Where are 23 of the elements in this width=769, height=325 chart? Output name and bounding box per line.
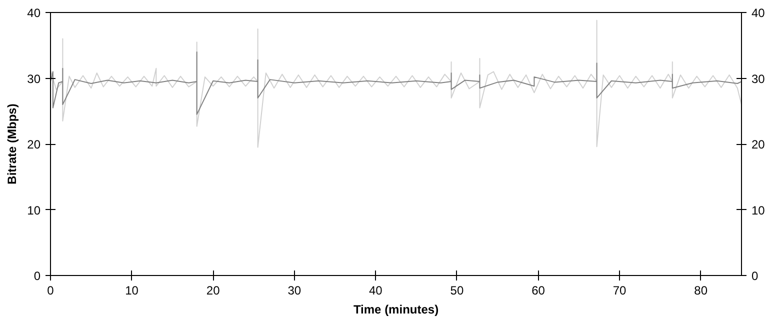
x-tick-label: 60	[532, 284, 546, 298]
x-tick-label: 70	[612, 284, 627, 298]
y-tick-label: 10	[27, 203, 41, 218]
y-tick-label: 30	[27, 72, 41, 86]
y-tick-label: 20	[27, 138, 41, 152]
y-tick-label: 40	[27, 6, 41, 20]
y-axis-title: Bitrate (Mbps)	[5, 104, 20, 184]
y2-tick-label: 40	[752, 6, 766, 20]
y2-tick-label: 10	[752, 203, 766, 218]
x-tick-label: 30	[288, 284, 302, 298]
x-tick-label: 0	[47, 284, 54, 298]
x-tick-label: 50	[450, 284, 464, 298]
line-series	[50, 20, 742, 148]
x-tick-label: 10	[125, 284, 139, 298]
y2-tick-label: 30	[752, 72, 766, 86]
y2-tick-label: 20	[752, 138, 766, 152]
x-axis-title: Time (minutes)	[353, 302, 439, 316]
line-series	[50, 51, 742, 115]
y-tick-label: 0	[34, 269, 41, 283]
y2-tick-label: 0	[752, 269, 758, 283]
x-tick-label: 20	[206, 284, 220, 298]
x-tick-label: 40	[369, 284, 383, 298]
x-tick-label: 80	[694, 284, 708, 298]
